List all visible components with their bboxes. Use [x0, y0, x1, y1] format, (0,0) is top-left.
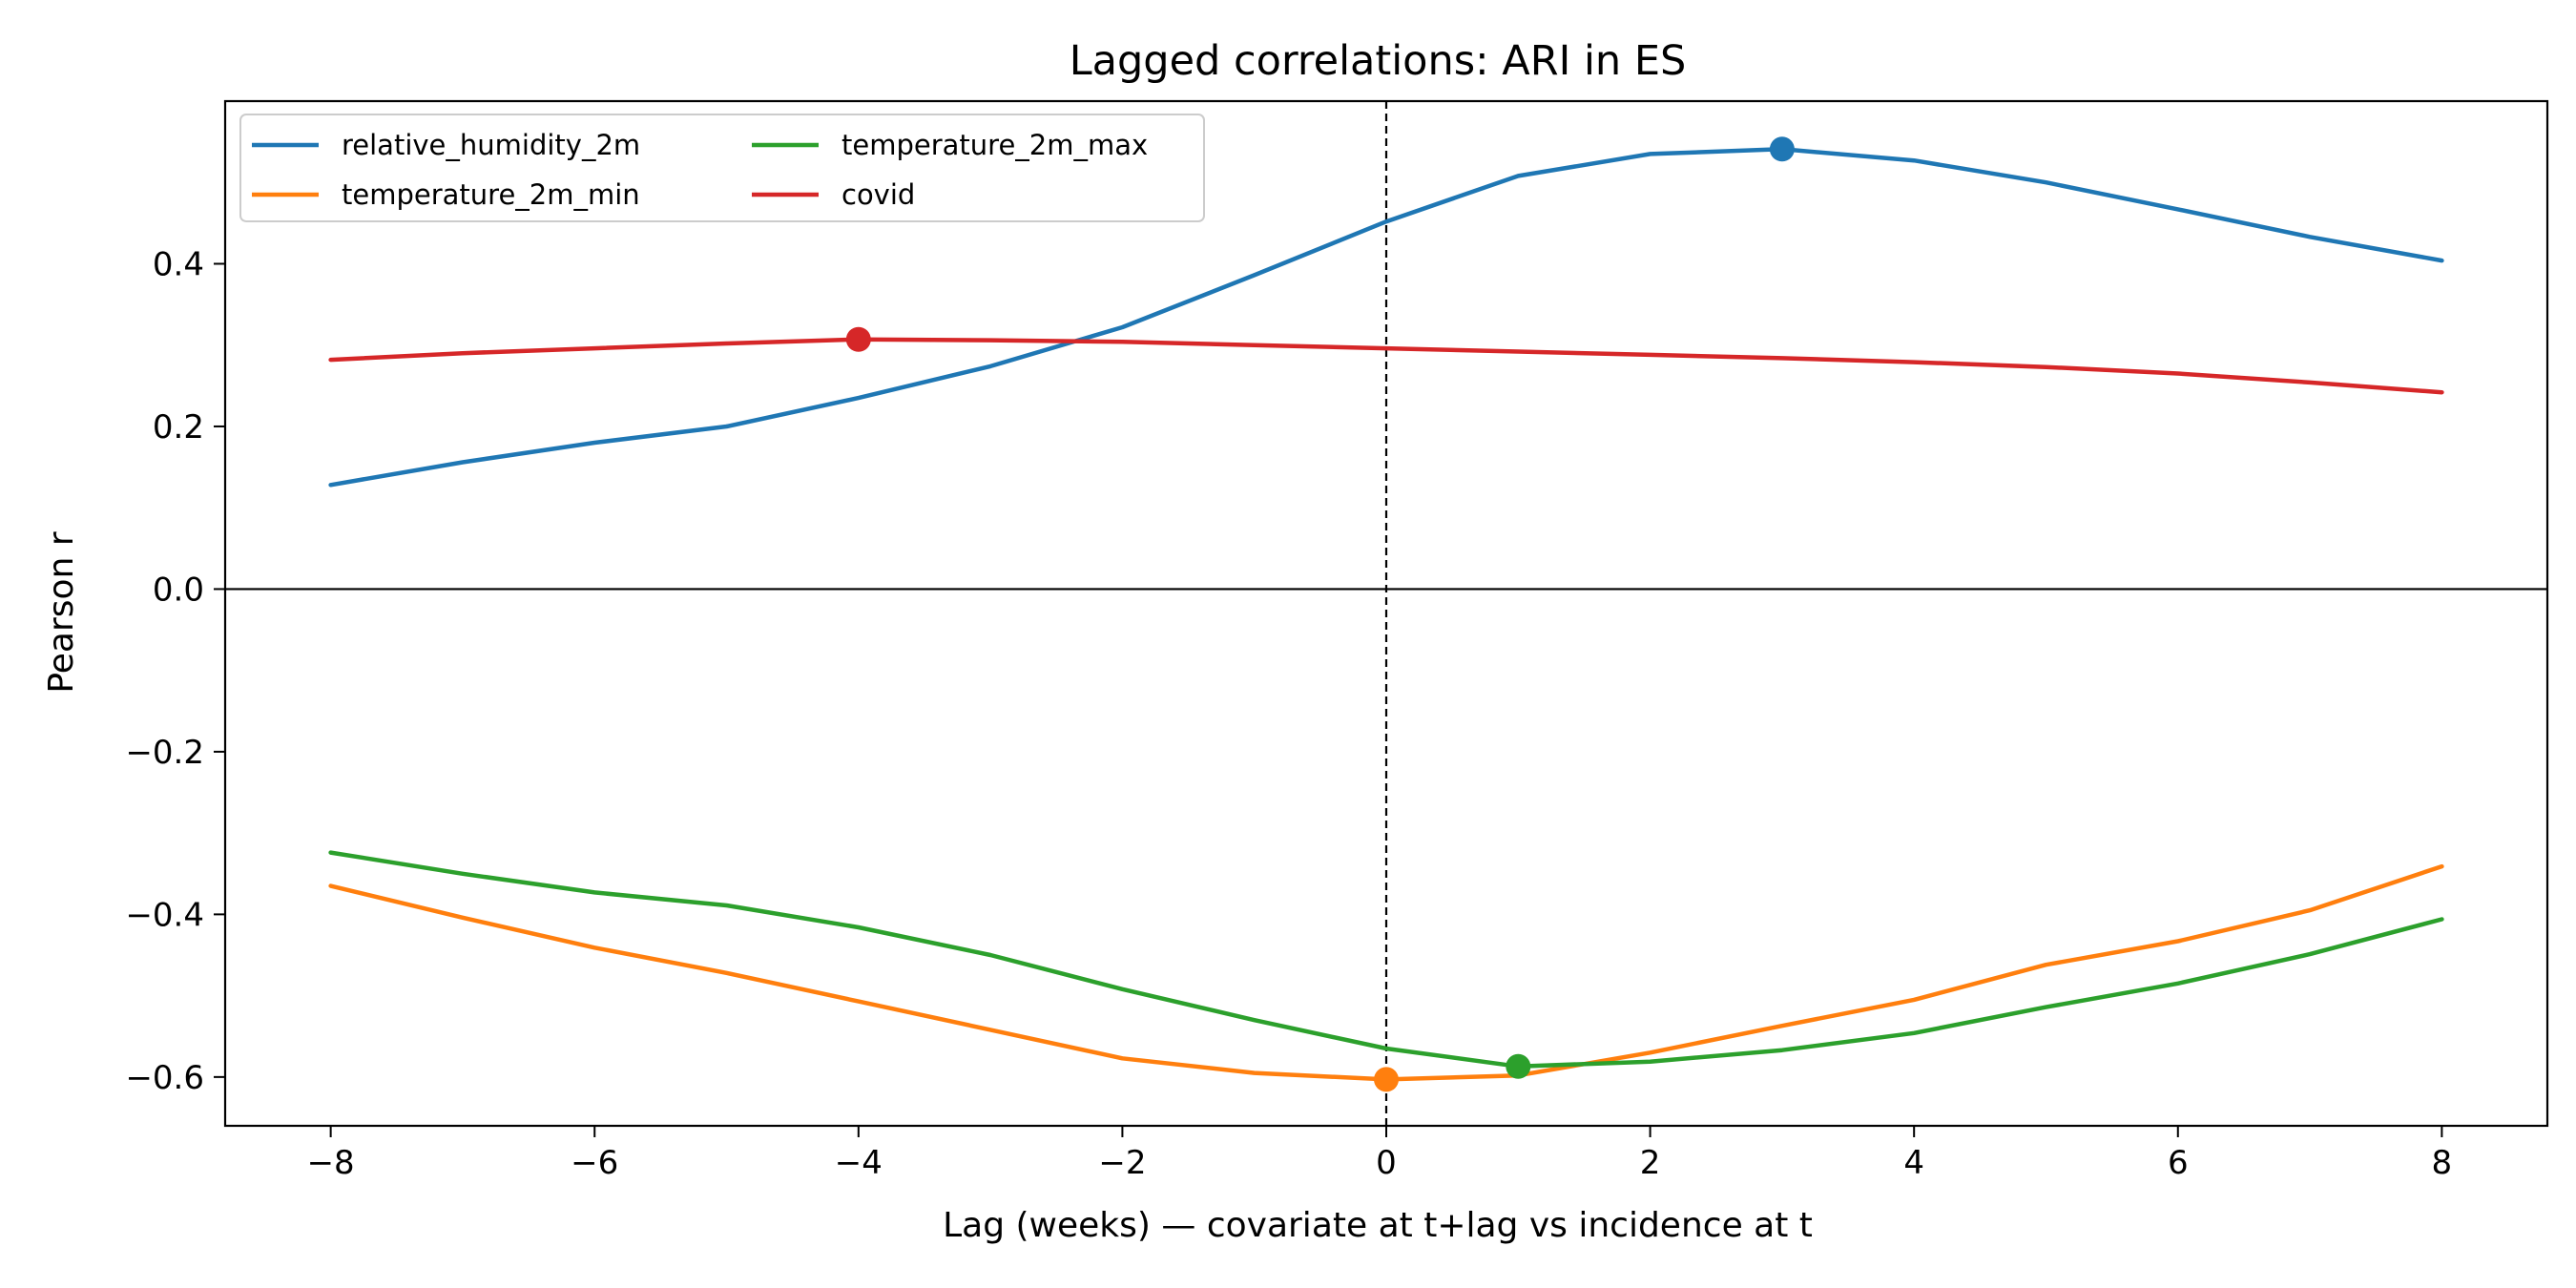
- y-tick-label: −0.6: [125, 1059, 204, 1097]
- x-tick-label: −6: [571, 1144, 618, 1182]
- x-tick-label: −4: [835, 1144, 883, 1182]
- peak-marker-temperature_2m_min: [1374, 1067, 1399, 1092]
- legend-label-temperature_2m_max: temperature_2m_max: [841, 129, 1148, 161]
- x-tick-label: 6: [2168, 1144, 2189, 1182]
- peak-marker-relative_humidity_2m: [1769, 136, 1795, 162]
- x-tick-label: 8: [2432, 1144, 2453, 1182]
- series-line-covid: [328, 337, 2444, 395]
- x-axis-label: Lag (weeks) — covariate at t+lag vs inci…: [943, 1206, 1813, 1245]
- peak-marker-temperature_2m_max: [1506, 1053, 1531, 1079]
- legend-box: [239, 114, 1205, 222]
- y-tick-label: −0.2: [125, 734, 204, 772]
- y-tick-label: −0.4: [125, 896, 204, 934]
- chart-title: Lagged correlations: ARI in ES: [1070, 37, 1687, 85]
- peak-marker-covid: [845, 326, 871, 352]
- series-line-temperature_2m_max: [328, 850, 2444, 1070]
- y-tick-label: 0.4: [153, 245, 204, 283]
- legend-label-temperature_2m_min: temperature_2m_min: [342, 178, 640, 211]
- series-line-relative_humidity_2m: [328, 147, 2444, 488]
- legend-label-covid: covid: [841, 178, 915, 211]
- x-tick-label: −2: [1098, 1144, 1146, 1182]
- x-tick-label: 4: [1903, 1144, 1924, 1182]
- x-tick-label: −8: [307, 1144, 355, 1182]
- plot-area: −8 −6 −4 −2 0 2 4 6 8 −0.6 −0.4 −0.2 0.0 0.2 0.4: [125, 99, 2549, 1182]
- legend: relative_humidity_2m temperature_2m_min te…: [239, 114, 1205, 222]
- legend-label-relative_humidity_2m: relative_humidity_2m: [342, 129, 640, 161]
- y-axis-label: Pearson r: [42, 531, 81, 693]
- x-tick-label: 0: [1376, 1144, 1397, 1182]
- y-tick-label: 0.0: [153, 571, 204, 609]
- x-tick-label: 2: [1640, 1144, 1661, 1182]
- y-tick-label: 0.2: [153, 408, 204, 447]
